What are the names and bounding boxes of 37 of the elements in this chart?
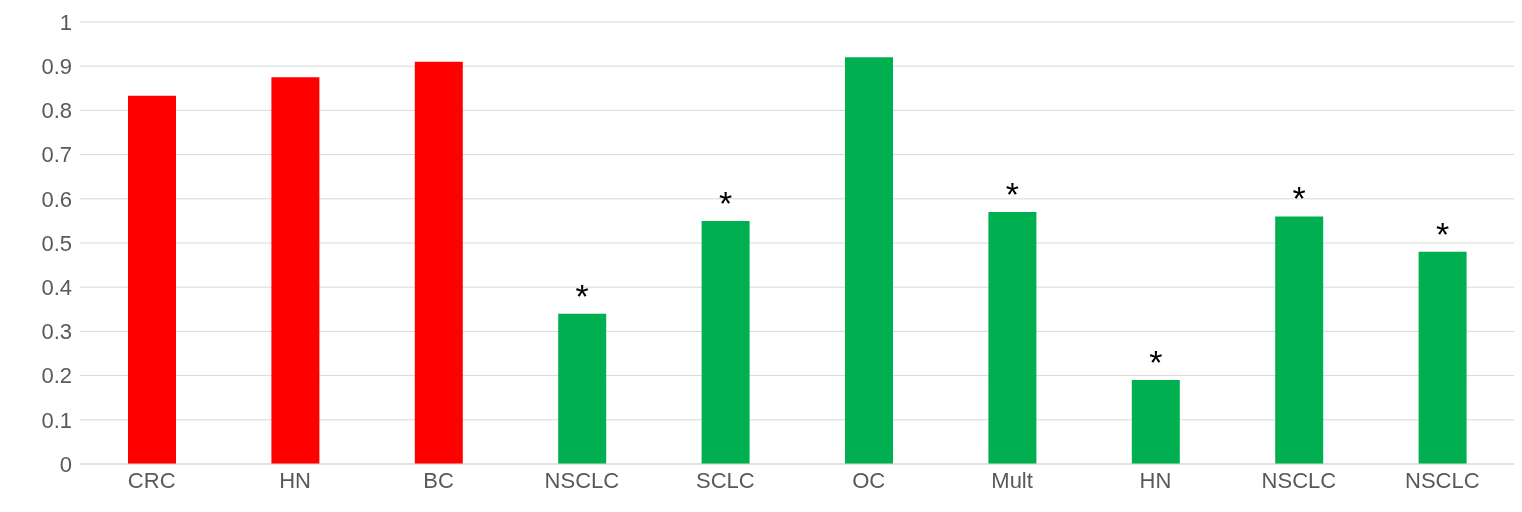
data-label: * (1435, 214, 1450, 253)
data-label: * (575, 276, 589, 315)
bar (558, 313, 607, 464)
x-tick-label: NSCLC (1405, 467, 1480, 493)
x-tick-label: BC (423, 467, 454, 493)
bar (988, 212, 1037, 464)
x-tick-label: HN (1139, 467, 1172, 493)
bar (271, 77, 320, 464)
bar (845, 57, 893, 464)
y-tick-label: 0.1 (41, 407, 72, 433)
bar (128, 95, 176, 464)
bar (414, 61, 463, 464)
y-tick-label: 0.4 (41, 275, 72, 301)
y-tick-label: 0.5 (41, 230, 72, 256)
y-tick-label: 0.3 (41, 319, 72, 345)
bar (1275, 216, 1324, 464)
bar (1418, 251, 1467, 464)
bar (701, 220, 750, 464)
y-tick-label: 0.6 (41, 186, 72, 212)
x-tick-label: Mult (991, 467, 1033, 493)
y-tick-label: 0.9 (41, 54, 72, 80)
y-tick-label: 0 (59, 451, 72, 477)
x-tick-label: HN (279, 467, 311, 493)
x-tick-label: OC (852, 467, 886, 493)
x-tick-label: NSCLC (1261, 467, 1337, 493)
x-tick-label: CRC (127, 467, 176, 493)
bar (1131, 380, 1180, 464)
y-tick-label: 0.2 (41, 363, 72, 389)
x-tick-label: NSCLC (544, 467, 620, 493)
data-label: * (718, 183, 733, 222)
x-tick-label: SCLC (695, 467, 755, 493)
y-tick-label: 0.7 (41, 142, 72, 168)
y-tick-label: 0.8 (41, 98, 72, 124)
y-tick-label: 1 (59, 9, 72, 35)
data-label: * (1292, 179, 1306, 218)
data-label: * (1149, 343, 1163, 382)
data-label: * (1005, 175, 1020, 214)
